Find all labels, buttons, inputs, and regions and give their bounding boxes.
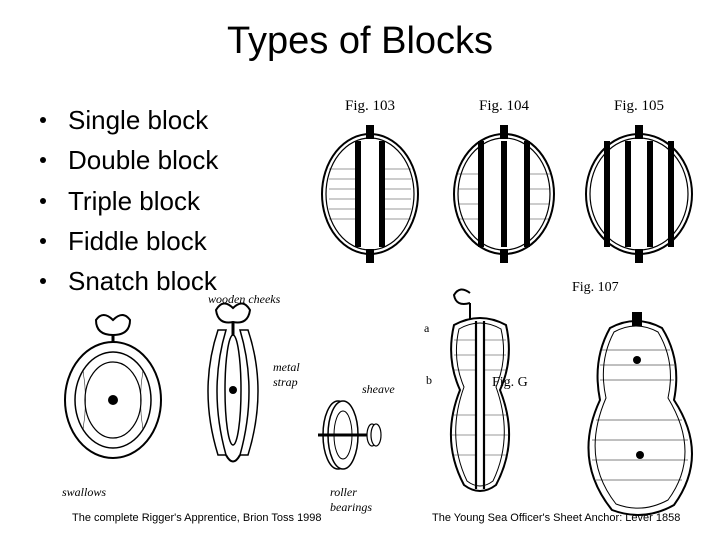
- citation-left: The complete Rigger's Apprentice, Brion …: [72, 512, 322, 524]
- sheave-icon: [300, 385, 395, 490]
- sheave-label: sheave: [362, 382, 395, 397]
- list-item: Single block: [40, 100, 218, 140]
- figure-105: Fig. 105: [580, 98, 698, 269]
- figure-107: Fig. 107: [562, 280, 712, 525]
- swallows-label: swallows: [62, 485, 106, 500]
- triple-block-icon: [580, 119, 698, 269]
- list-item: Fiddle block: [40, 221, 218, 261]
- bullet-dot-icon: [40, 238, 46, 244]
- snatch-block-icon: [562, 300, 712, 520]
- wooden-cheeks-label: wooden cheeks: [208, 292, 280, 307]
- list-item: Triple block: [40, 181, 218, 221]
- bullet-dot-icon: [40, 157, 46, 163]
- figure-label: Fig. 105: [580, 98, 698, 115]
- figure-g: a b Fig. G: [430, 285, 550, 510]
- fig-g-label: Fig. G: [492, 375, 528, 391]
- roller-bearings-label: roller bearings: [330, 485, 395, 515]
- bullet-dot-icon: [40, 117, 46, 123]
- metal-strap-block-icon: [178, 290, 288, 490]
- bullet-list: Single block Double block Triple block F…: [40, 100, 218, 301]
- label-a: a: [424, 321, 429, 336]
- figure-104: Fig. 104: [448, 98, 560, 269]
- double-block-icon: [448, 119, 560, 269]
- fiddle-block-icon: [430, 285, 550, 505]
- metal-strap-label: metal strap: [273, 360, 300, 390]
- figure-metal-strap: wooden cheeks metal strap: [178, 290, 288, 495]
- bullet-text: Triple block: [68, 181, 200, 221]
- figure-label: Fig. 103: [315, 98, 425, 115]
- slide-title: Types of Blocks: [0, 0, 720, 73]
- figure-wooden-block: swallows: [48, 310, 178, 495]
- figure-sheave: sheave roller bearings: [300, 385, 395, 495]
- bullet-dot-icon: [40, 278, 46, 284]
- single-block-icon: [315, 119, 425, 269]
- bullet-text: Fiddle block: [68, 221, 207, 261]
- wooden-block-icon: [48, 310, 178, 490]
- bullet-dot-icon: [40, 198, 46, 204]
- figure-103: Fig. 103: [315, 98, 425, 269]
- citation-right: The Young Sea Officer's Sheet Anchor: Le…: [432, 512, 680, 524]
- fig-107-label: Fig. 107: [562, 280, 712, 296]
- bullet-text: Double block: [68, 140, 218, 180]
- bullet-text: Single block: [68, 100, 208, 140]
- list-item: Double block: [40, 140, 218, 180]
- figure-label: Fig. 104: [448, 98, 560, 115]
- label-b: b: [426, 373, 432, 388]
